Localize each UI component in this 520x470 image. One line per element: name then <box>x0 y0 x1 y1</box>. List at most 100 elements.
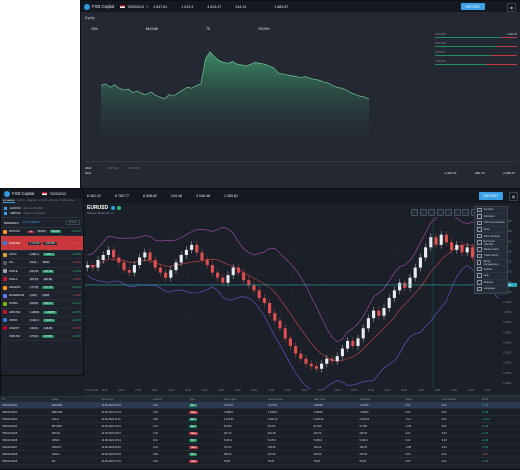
layout-icon[interactable] <box>445 209 452 216</box>
search-input[interactable]: Search <box>66 220 80 225</box>
crosshair-icon[interactable] <box>411 209 418 216</box>
info-icon[interactable] <box>111 206 115 210</box>
asset-ask[interactable]: 59,234 <box>50 230 62 233</box>
side-item[interactable]: GBPUSD- <box>435 42 517 47</box>
menu-item[interactable]: Market watch <box>475 247 507 254</box>
menu-item[interactable]: Economic calendar <box>475 240 507 247</box>
zoom-in-icon[interactable] <box>420 209 427 216</box>
category-tab[interactable]: EXCHANGE <box>3 200 15 203</box>
asset-bid[interactable]: 0.5712 <box>28 335 40 338</box>
column-header[interactable]: Amount <box>151 398 187 401</box>
user-icon[interactable]: ◉ <box>507 3 516 12</box>
price-chart[interactable]: 1.102001.098001.094001.090001.086001.082… <box>85 217 519 389</box>
deposit-button[interactable]: DEPOSIT <box>479 192 503 200</box>
asset-bid[interactable]: 221.30 <box>28 270 40 273</box>
asset-bid[interactable]: 177.59 <box>28 286 40 289</box>
asset-bid[interactable]: 118.05 <box>28 302 40 305</box>
menu-item[interactable]: Settings <box>475 280 507 287</box>
filter-dropdown[interactable]: ALL SYMBOLS <box>23 221 41 224</box>
indicator-label[interactable]: Bollinger Bands (20, 2) <box>87 212 113 215</box>
asset-ask[interactable]: 207.80 <box>42 278 54 281</box>
menu-item[interactable]: Symbols <box>475 207 507 214</box>
column-header[interactable]: Asset <box>50 398 100 401</box>
asset-ask[interactable]: 146.95 <box>42 327 54 330</box>
draw-icon[interactable] <box>462 209 469 216</box>
side-item[interactable]: AUDUSD- <box>435 60 517 65</box>
asset-ask[interactable]: 177.70 <box>42 286 54 289</box>
column-header[interactable]: Profit <box>480 398 520 401</box>
asset-ask[interactable]: 1.28478 <box>43 311 56 314</box>
column-header[interactable]: ID <box>0 398 50 401</box>
category-tab[interactable]: TRADING <box>27 200 36 203</box>
asset-bid[interactable]: 2,612 <box>28 294 39 297</box>
asset-bid[interactable]: 2,381.4 <box>28 253 41 256</box>
column-header[interactable]: Current price <box>266 398 312 401</box>
deposit-button[interactable]: DEPOSIT <box>461 3 485 10</box>
menu-item[interactable]: Technical analysis <box>475 220 507 227</box>
column-header[interactable]: Open time <box>99 398 151 401</box>
asset-ask[interactable]: 221.38 <box>42 270 54 273</box>
menu-item[interactable]: Language <box>475 286 507 293</box>
category-tab[interactable]: CRYPTO <box>17 200 26 203</box>
asset-ask[interactable]: 78.25 <box>41 261 52 264</box>
menu-item[interactable]: Indicators <box>475 214 507 221</box>
column-header[interactable]: Open price <box>222 398 266 401</box>
asset-ask[interactable]: 5,435.1 <box>43 319 56 322</box>
menu-item[interactable]: Money management <box>475 260 507 267</box>
category-tab[interactable]: COMMODITIES <box>60 200 75 203</box>
menu-item[interactable]: Cashier <box>475 266 507 273</box>
account-selector[interactable]: 78234212 <box>42 192 66 196</box>
asset-bid[interactable]: 146.91 <box>28 327 40 330</box>
column-header[interactable]: Type <box>187 398 221 401</box>
chart-symbol[interactable]: EURUSD <box>87 205 108 211</box>
asset-bid[interactable]: 78.21 <box>28 261 39 264</box>
camera-icon[interactable] <box>437 209 444 216</box>
menu-item[interactable]: Draw <box>475 227 507 234</box>
column-header[interactable]: Commission <box>440 398 480 401</box>
indicator-icon[interactable] <box>454 209 461 216</box>
user-icon[interactable]: ◉ <box>509 192 518 201</box>
asset-ask[interactable]: 2,618 <box>41 294 52 297</box>
asset-bid[interactable]: 59,201 <box>36 230 48 233</box>
asset-ask[interactable]: 118.14 <box>42 302 54 305</box>
zoom-out-icon[interactable] <box>428 209 435 216</box>
column-header[interactable]: Swap <box>403 398 439 401</box>
column-header[interactable]: Take profit <box>312 398 358 401</box>
asset-ask[interactable]: 0.5720 <box>42 335 54 338</box>
asset-ask[interactable]: 2,382.1 <box>43 253 56 256</box>
category-tab[interactable]: INDICES <box>49 200 57 203</box>
side-item[interactable]: USDJPY- <box>435 51 517 56</box>
menu-item[interactable]: Help <box>475 273 507 280</box>
asset-bid[interactable]: 5,434.4 <box>28 319 41 322</box>
asset-bid[interactable]: 207.61 <box>28 278 40 281</box>
asset-ask[interactable]: 1.07715 <box>43 242 56 245</box>
column-header[interactable]: Stop loss <box>357 398 403 401</box>
asset-bid[interactable]: 1.28461 <box>28 311 41 314</box>
asset-bid[interactable]: 1.07703 <box>28 242 41 245</box>
category-tab[interactable]: STOCKS <box>39 200 48 203</box>
